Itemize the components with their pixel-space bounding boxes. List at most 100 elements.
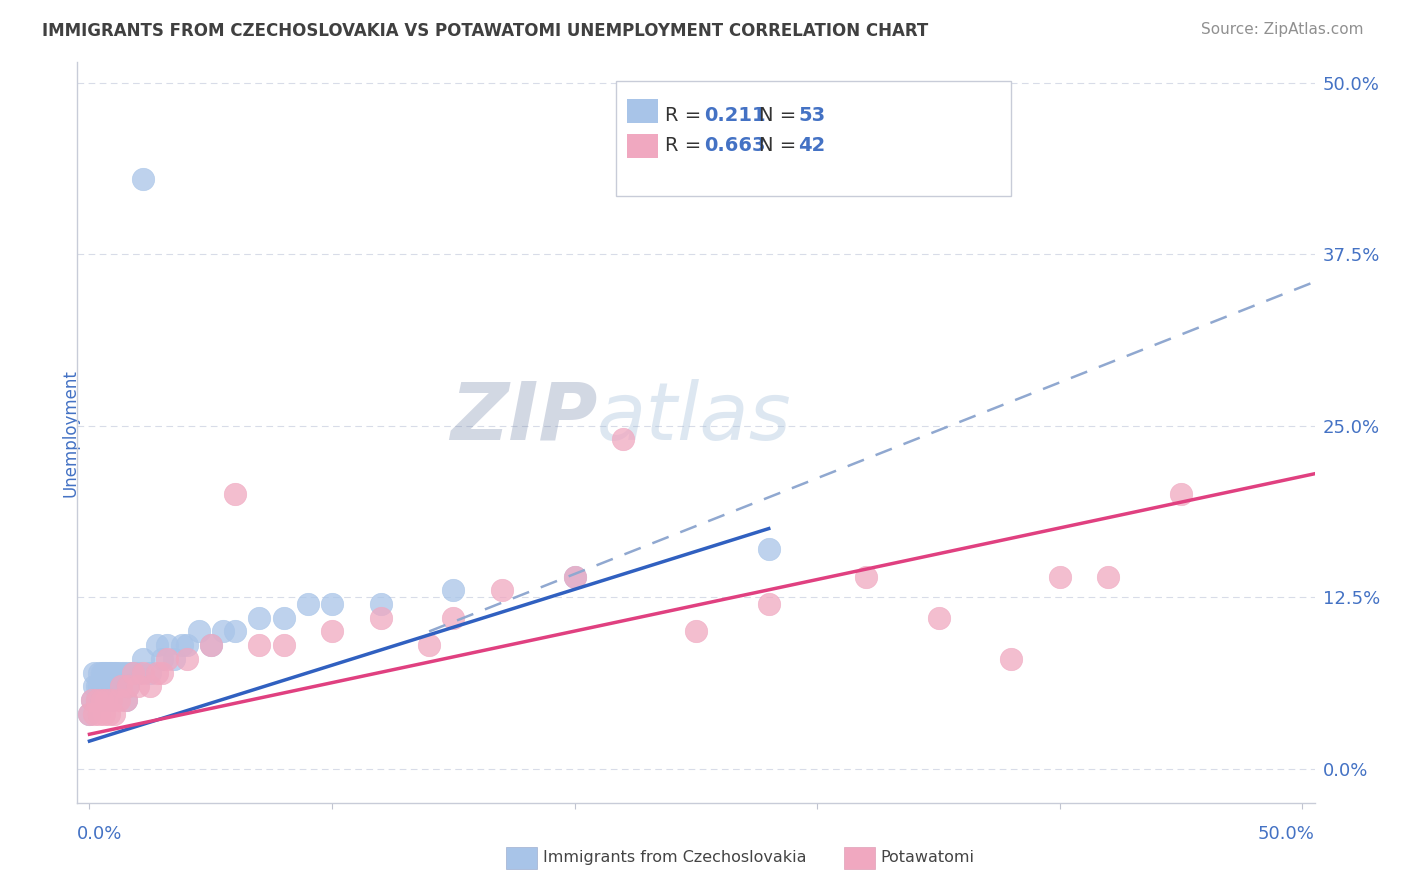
- Point: [100, 693, 122, 707]
- Point: [79, 706, 101, 721]
- Point: [115, 693, 138, 707]
- Point: [132, 665, 155, 680]
- Point: [187, 624, 209, 639]
- Point: [89, 679, 111, 693]
- Point: [1000, 652, 1022, 666]
- Point: [107, 679, 129, 693]
- Point: [120, 665, 142, 680]
- Point: [103, 706, 125, 721]
- Point: [83, 679, 105, 693]
- Point: [224, 624, 246, 639]
- Point: [176, 638, 198, 652]
- Point: [93, 706, 115, 721]
- Point: [297, 597, 319, 611]
- Point: [441, 611, 464, 625]
- Point: [80, 693, 103, 707]
- Point: [247, 611, 270, 625]
- Text: N =: N =: [759, 136, 803, 155]
- Point: [370, 597, 392, 611]
- Text: 0.663: 0.663: [704, 136, 766, 155]
- Point: [612, 433, 634, 447]
- Text: 42: 42: [799, 136, 825, 155]
- Point: [79, 706, 101, 721]
- Point: [80, 693, 103, 707]
- Point: [441, 583, 464, 598]
- Point: [855, 569, 877, 583]
- Point: [200, 638, 222, 652]
- Y-axis label: Unemployment: Unemployment: [62, 368, 79, 497]
- Point: [139, 679, 162, 693]
- Point: [212, 624, 235, 639]
- Point: [928, 611, 950, 625]
- Text: 0.211: 0.211: [704, 106, 766, 125]
- Text: Source: ZipAtlas.com: Source: ZipAtlas.com: [1201, 22, 1364, 37]
- Point: [90, 665, 112, 680]
- Point: [1170, 487, 1192, 501]
- Point: [122, 665, 145, 680]
- Point: [100, 693, 122, 707]
- Point: [105, 679, 128, 693]
- Point: [156, 638, 179, 652]
- Point: [90, 693, 112, 707]
- Point: [117, 679, 139, 693]
- Point: [117, 679, 139, 693]
- Point: [115, 693, 138, 707]
- Point: [170, 638, 193, 652]
- Point: [370, 611, 392, 625]
- Text: R =: R =: [665, 106, 707, 125]
- Point: [96, 679, 118, 693]
- Point: [139, 665, 162, 680]
- Text: 53: 53: [799, 106, 825, 125]
- Point: [83, 706, 105, 721]
- Point: [132, 172, 155, 186]
- Text: N =: N =: [759, 106, 803, 125]
- Point: [132, 652, 155, 666]
- Point: [112, 665, 135, 680]
- Point: [176, 652, 198, 666]
- Point: [107, 665, 129, 680]
- Point: [150, 652, 173, 666]
- Point: [97, 665, 120, 680]
- Point: [97, 679, 120, 693]
- Point: [150, 665, 173, 680]
- Point: [110, 679, 132, 693]
- Point: [224, 487, 246, 501]
- Point: [86, 679, 108, 693]
- Point: [146, 665, 169, 680]
- Text: Immigrants from Czechoslovakia: Immigrants from Czechoslovakia: [543, 850, 806, 864]
- Point: [146, 638, 169, 652]
- Point: [321, 624, 343, 639]
- Point: [564, 569, 586, 583]
- Point: [90, 693, 112, 707]
- Point: [122, 665, 145, 680]
- Point: [758, 597, 780, 611]
- Point: [273, 638, 295, 652]
- Point: [115, 665, 138, 680]
- Point: [321, 597, 343, 611]
- Point: [96, 693, 118, 707]
- Point: [103, 665, 125, 680]
- Point: [758, 542, 780, 557]
- Point: [156, 652, 179, 666]
- Text: 50.0%: 50.0%: [1258, 825, 1315, 843]
- Text: ZIP: ZIP: [450, 379, 598, 457]
- Point: [103, 679, 125, 693]
- Point: [127, 665, 149, 680]
- Point: [96, 665, 118, 680]
- Text: 0.0%: 0.0%: [77, 825, 122, 843]
- Point: [418, 638, 440, 652]
- Point: [100, 665, 122, 680]
- Point: [1049, 569, 1071, 583]
- Point: [273, 611, 295, 625]
- Point: [89, 665, 111, 680]
- Point: [127, 679, 149, 693]
- Point: [89, 706, 111, 721]
- Point: [200, 638, 222, 652]
- Point: [491, 583, 513, 598]
- Text: atlas: atlas: [598, 379, 792, 457]
- Text: R =: R =: [665, 136, 707, 155]
- Point: [685, 624, 707, 639]
- Point: [110, 679, 132, 693]
- Point: [105, 665, 128, 680]
- Point: [97, 706, 120, 721]
